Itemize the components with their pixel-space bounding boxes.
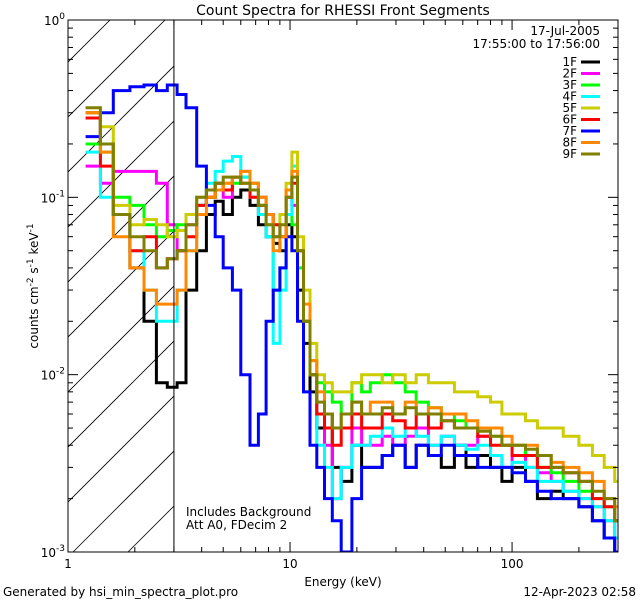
y-axis-label-sup: -1 (26, 258, 36, 267)
annotation-background: Includes Background (186, 505, 311, 519)
footer-timestamp: 12-Apr-2023 02:58 (523, 585, 636, 599)
legend-label: 7F (562, 124, 577, 138)
x-tick-label: 100 (501, 557, 524, 571)
legend-label: 1F (562, 55, 577, 69)
y-tick-label: 10-1 (41, 189, 65, 205)
hatch-line (68, 175, 174, 283)
observation-date: 17-Jul-2005 (530, 24, 600, 38)
attenuator-hatch-region (0, 0, 174, 552)
plot-frame (67, 19, 619, 553)
x-tick-label: 10 (282, 557, 297, 571)
x-axis-label: Energy (keV) (304, 575, 381, 589)
y-axis-label-sup: -1 (26, 223, 36, 232)
y-axis-label-part: keV (27, 232, 41, 259)
series-layer (85, 83, 618, 552)
hatch-line (68, 20, 111, 63)
legend-label: 9F (562, 147, 577, 161)
hatch-line (0, 0, 123, 552)
hatch-line (68, 340, 174, 448)
legend-label: 4F (562, 90, 577, 104)
hatch-line (68, 120, 174, 228)
annotation-attenuator: Att A0, FDecim 2 (186, 518, 287, 532)
series-7F (85, 83, 618, 552)
legend-label: 2F (562, 67, 577, 81)
footer-generated-by: Generated by hsi_min_spectra_plot.pro (3, 585, 238, 599)
hatch-line (72, 450, 174, 552)
ticks-layer: 1 10 100 10-3 10-2 10-1 100 (41, 12, 619, 571)
legend-label: 3F (562, 78, 577, 92)
y-axis-label: counts cm-2 s-1 keV-1 (26, 223, 41, 348)
legend-label: 8F (562, 136, 577, 150)
legend-label: 6F (562, 113, 577, 127)
chart-title: Count Spectra for RHESSI Front Segments (196, 3, 490, 19)
y-axis-label-part: counts cm (27, 286, 41, 348)
y-tick-label: 100 (44, 12, 65, 28)
x-tick-label: 1 (64, 557, 72, 571)
series-5F (85, 111, 618, 483)
y-tick-label: 10-3 (41, 544, 65, 560)
y-axis-label-sup: -2 (26, 277, 36, 286)
hatch-line (68, 395, 174, 503)
hatch-line (68, 285, 174, 393)
time-range: 17:55:00 to 17:56:00 (473, 37, 600, 51)
series-9F (85, 106, 618, 523)
hatch-line (68, 20, 166, 118)
y-tick-label: 10-2 (41, 367, 65, 383)
y-axis-label-part: s (27, 267, 41, 277)
legend-label: 5F (562, 101, 577, 115)
